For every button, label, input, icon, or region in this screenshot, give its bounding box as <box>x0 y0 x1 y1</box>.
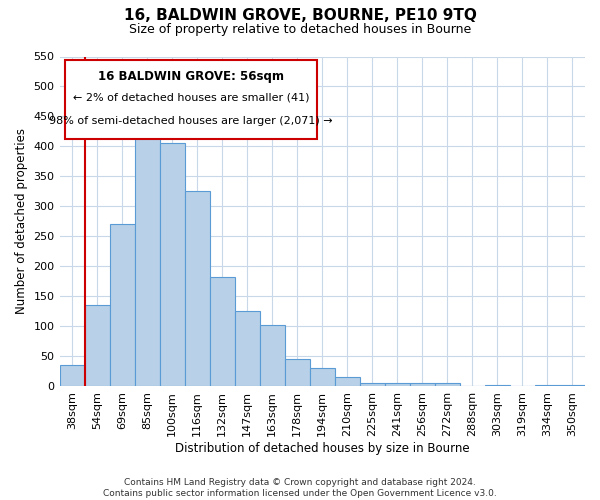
Bar <box>260 324 285 386</box>
Bar <box>160 144 185 386</box>
Bar <box>209 278 235 386</box>
X-axis label: Distribution of detached houses by size in Bourne: Distribution of detached houses by size … <box>175 442 470 455</box>
Bar <box>310 368 335 386</box>
Text: Contains HM Land Registry data © Crown copyright and database right 2024.
Contai: Contains HM Land Registry data © Crown c… <box>103 478 497 498</box>
Text: 16, BALDWIN GROVE, BOURNE, PE10 9TQ: 16, BALDWIN GROVE, BOURNE, PE10 9TQ <box>124 8 476 22</box>
Bar <box>535 384 560 386</box>
Bar <box>410 384 435 386</box>
Bar <box>560 384 585 386</box>
Bar <box>85 306 110 386</box>
Bar <box>385 384 410 386</box>
Bar <box>335 378 360 386</box>
Bar <box>485 384 510 386</box>
Bar <box>360 384 385 386</box>
Text: 16 BALDWIN GROVE: 56sqm: 16 BALDWIN GROVE: 56sqm <box>98 70 284 82</box>
Bar <box>235 312 260 386</box>
FancyBboxPatch shape <box>65 60 317 139</box>
Text: ← 2% of detached houses are smaller (41): ← 2% of detached houses are smaller (41) <box>73 93 309 103</box>
Bar <box>134 126 160 386</box>
Text: 98% of semi-detached houses are larger (2,071) →: 98% of semi-detached houses are larger (… <box>49 116 333 126</box>
Bar <box>435 384 460 386</box>
Bar <box>59 366 85 386</box>
Text: Size of property relative to detached houses in Bourne: Size of property relative to detached ho… <box>129 22 471 36</box>
Bar <box>185 192 209 386</box>
Y-axis label: Number of detached properties: Number of detached properties <box>15 128 28 314</box>
Bar <box>285 360 310 386</box>
Bar <box>110 224 134 386</box>
